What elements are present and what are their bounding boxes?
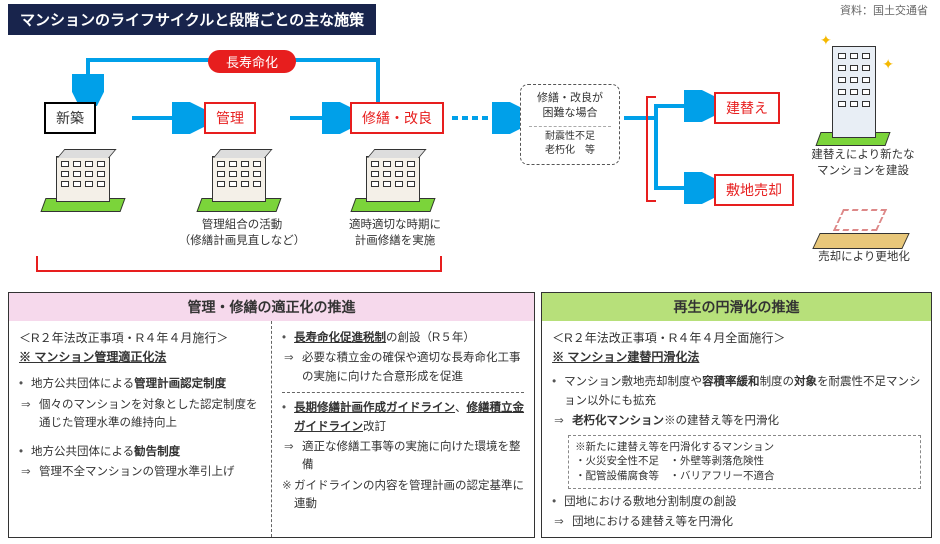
building-icon-2 [194, 142, 284, 212]
panel-left: 管理・修繕の適正化の推進 ＜R２年法改正事項・R４年４月施行＞ ※ マンション管… [8, 292, 535, 538]
branch-l1: 修繕・改良が [529, 91, 611, 106]
l2-t1: 長寿命化促進税制の創設（R５年） [282, 329, 524, 347]
r-inset-2: ・配管設備腐食等 ・バリアフリー不適合 [575, 469, 914, 484]
panel-right: 再生の円滑化の推進 ＜R２年法改正事項・R４年４月全面施行＞ ※ マンション建替… [541, 292, 932, 538]
tall-building-icon: ✦ ✦ [818, 36, 888, 146]
node-manage: 管理 [204, 102, 256, 134]
node-repair: 修繕・改良 [350, 102, 444, 134]
r-inset-h: ※新たに建替え等を円滑化するマンション [575, 440, 914, 455]
bracket-left [36, 258, 442, 272]
caption-rebuild: 建替えにより新たな マンションを建設 [798, 148, 928, 179]
page-title: マンションのライフサイクルと段階ごとの主な施策 [8, 4, 376, 35]
r-inset: ※新たに建替え等を円滑化するマンション ・火災安全性不足 ・外壁等剥落危険性 ・… [568, 435, 921, 489]
source-label: 資料：国土交通省 [840, 2, 928, 18]
l2-t1a: 必要な積立金の確保や適切な長寿命化工事の実施に向けた合意形成を促進 [282, 349, 524, 386]
r-h2: ※ マンション建替円滑化法 [552, 348, 921, 367]
lifecycle-diagram: 長寿命化 新築 管理 修繕・改良 建替え 敷地売却 修繕・改良が 困難な場合 耐… [8, 36, 932, 284]
caption-repair: 適時適切な時期に 計画修繕を実施 [330, 218, 460, 249]
r-b1a: 老朽化マンション※の建替え等を円滑化 [552, 412, 921, 430]
panel-right-col: ＜R２年法改正事項・R４年４月全面施行＞ ※ マンション建替円滑化法 マンション… [542, 321, 931, 541]
caption-manage: 管理組合の活動 （修繕計画見直しなど） [172, 218, 312, 249]
longevity-pill: 長寿命化 [208, 50, 296, 73]
r-b2a: 団地における建替え等を円滑化 [552, 513, 921, 531]
l1-h2: ※ マンション管理適正化法 [19, 348, 261, 367]
l1-b1a: 個々のマンションを対象とした認定制度を通じた管理水準の維持向上 [19, 396, 261, 433]
lot-icon [816, 194, 906, 249]
l2-t2a: 適正な修繕工事等の実施に向けた環境を整備 [282, 438, 524, 475]
branch-condition: 修繕・改良が 困難な場合 耐震性不足 老朽化 等 [520, 84, 620, 165]
l1-b2: 地方公共団体による勧告制度 [19, 443, 261, 461]
branch-l2: 困難な場合 [529, 106, 611, 121]
flow-arrows [8, 36, 932, 284]
branch-l3: 耐震性不足 [545, 131, 595, 142]
building-icon-3 [348, 142, 438, 212]
l2-t2b: ガイドラインの内容を管理計画の認定基準に連動 [282, 477, 524, 514]
l1-h1: ＜R２年法改正事項・R４年４月施行＞ [19, 329, 261, 348]
caption-sale: 売却により更地化 [804, 250, 924, 266]
r-h1: ＜R２年法改正事項・R４年４月全面施行＞ [552, 329, 921, 348]
node-rebuild: 建替え [714, 92, 780, 124]
r-b1: マンション敷地売却制度や容積率緩和制度の対象を耐震性不足マンション以外にも拡充 [552, 373, 921, 410]
panel-left-col2: 長寿命化促進税制の創設（R５年） 必要な積立金の確保や適切な長寿命化工事の実施に… [272, 321, 534, 537]
bracket-right [646, 96, 656, 202]
node-sale: 敷地売却 [714, 174, 794, 206]
panel-right-header: 再生の円滑化の推進 [542, 293, 931, 321]
node-new: 新築 [44, 102, 96, 134]
panel-left-col1: ＜R２年法改正事項・R４年４月施行＞ ※ マンション管理適正化法 地方公共団体に… [9, 321, 272, 537]
l2-t2: 長期修繕計画作成ガイドライン、修繕積立金ガイドライン改訂 [282, 399, 524, 436]
building-icon-1 [38, 142, 128, 212]
l1-b2a: 管理不全マンションの管理水準引上げ [19, 463, 261, 481]
policy-panels: 管理・修繕の適正化の推進 ＜R２年法改正事項・R４年４月施行＞ ※ マンション管… [8, 292, 932, 538]
panel-left-header: 管理・修繕の適正化の推進 [9, 293, 534, 321]
r-inset-1: ・火災安全性不足 ・外壁等剥落危険性 [575, 454, 914, 469]
branch-l4: 老朽化 等 [545, 145, 595, 156]
r-b2: 団地における敷地分割制度の創設 [552, 493, 921, 511]
l1-b1: 地方公共団体による管理計画認定制度 [19, 375, 261, 393]
